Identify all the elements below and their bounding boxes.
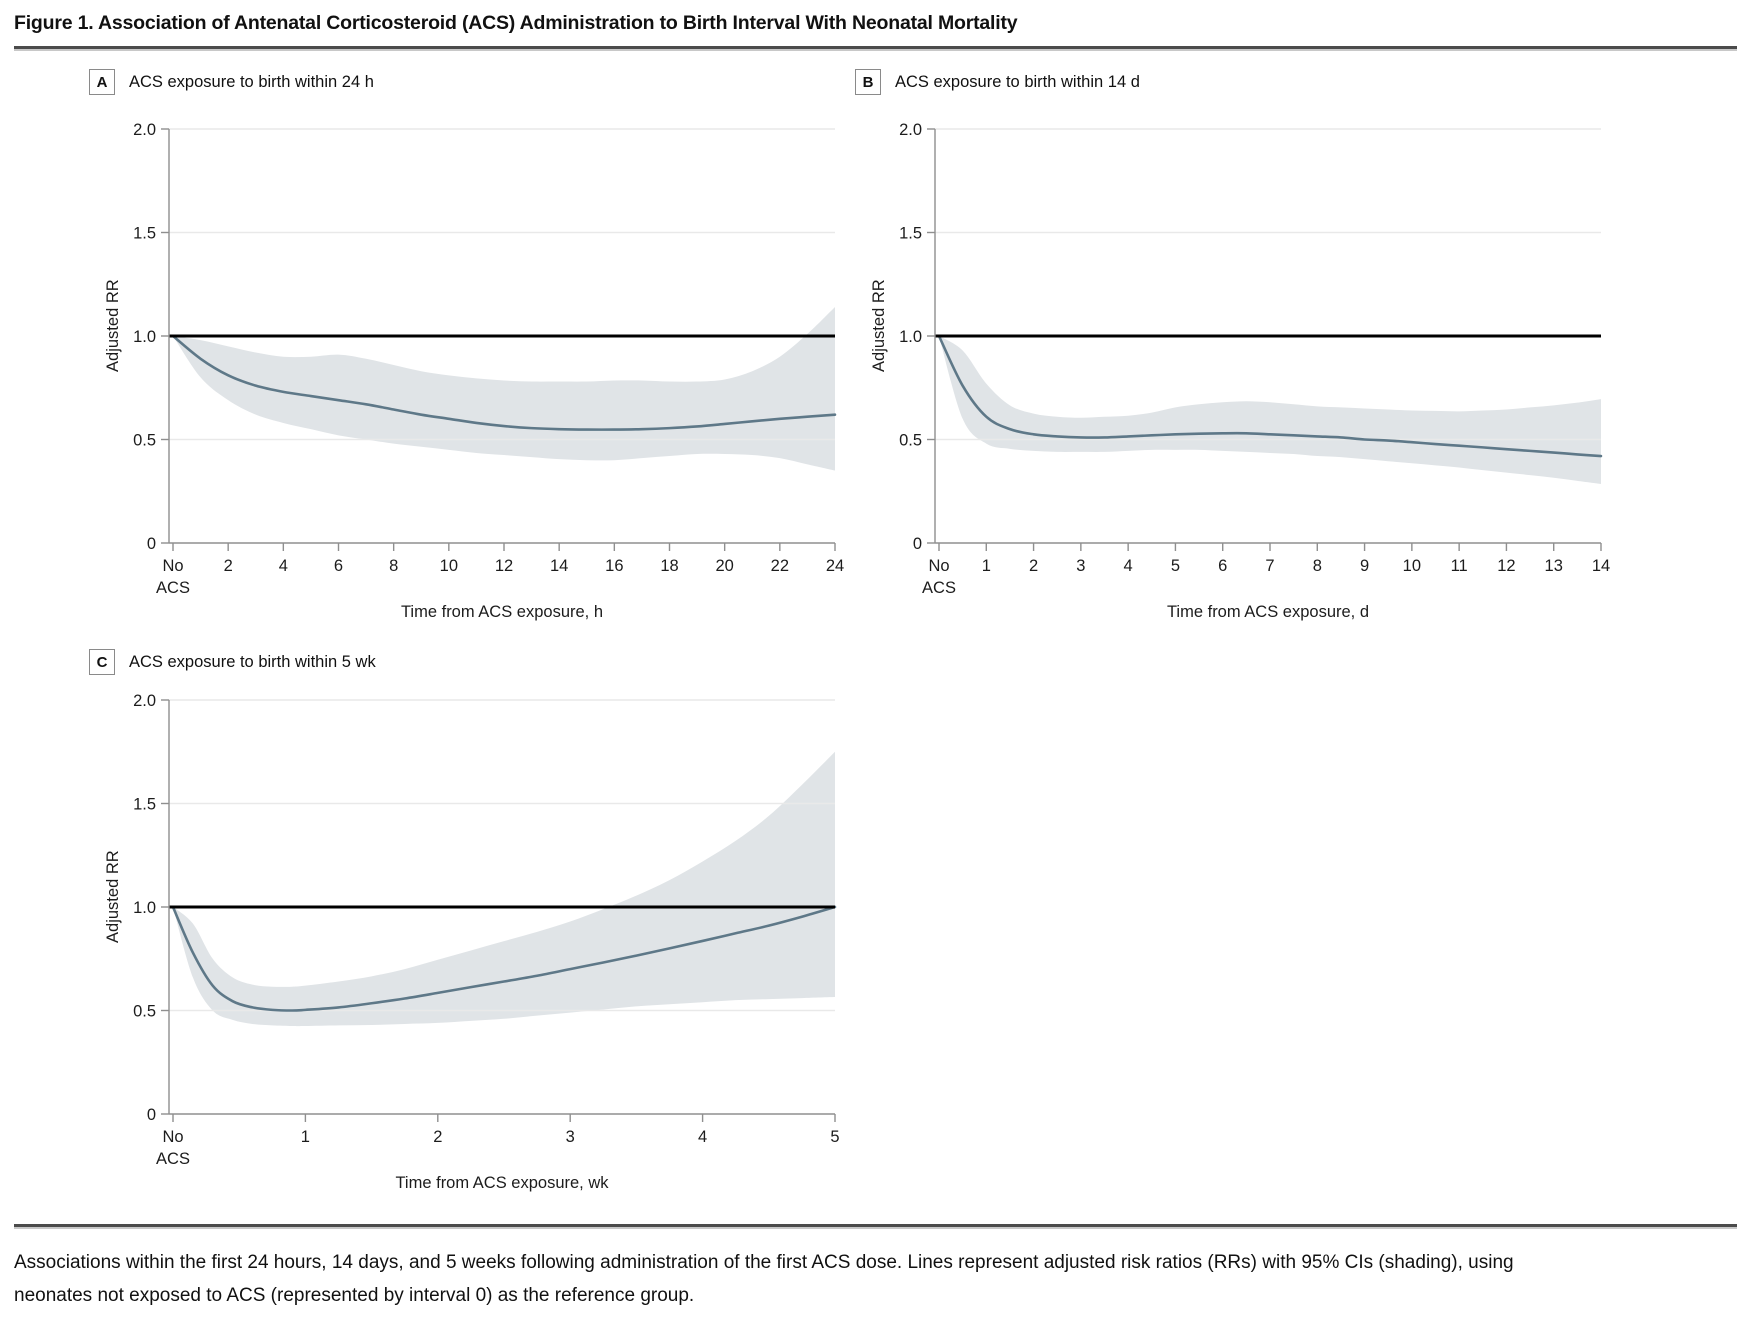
x-tick-label: 5 — [1171, 557, 1180, 575]
x-tick-label: 2 — [433, 1128, 442, 1146]
y-tick-label: 0.5 — [133, 431, 156, 449]
rr-curve — [171, 334, 837, 431]
x-tick-label: 11 — [1451, 557, 1468, 575]
y-tick-label: 0.5 — [899, 431, 922, 449]
x-tick-label-line2: ACS — [156, 1150, 190, 1168]
y-tick-label: 0 — [913, 535, 922, 553]
x-tick-label: 6 — [334, 557, 343, 575]
x-tick-label: 20 — [715, 557, 733, 575]
y-tick-label: 1.5 — [899, 224, 922, 242]
x-tick-label: 6 — [1218, 557, 1227, 575]
y-axis-title: Adjusted RR — [870, 279, 888, 372]
y-tick-label: 1.0 — [133, 899, 156, 917]
figure-caption: Associations within the first 24 hours, … — [14, 1252, 1514, 1307]
caption-divider — [14, 1224, 1737, 1227]
x-tick-label: 3 — [1076, 557, 1085, 575]
x-tick-label: 10 — [1403, 557, 1421, 575]
panel-a-letter-box: A — [89, 69, 115, 95]
ci-band — [173, 751, 835, 1027]
y-tick-label: 1.0 — [133, 328, 156, 346]
x-tick-label: 12 — [1497, 557, 1515, 575]
y-tick-label: 0 — [147, 1106, 156, 1124]
x-tick-label-line2: ACS — [922, 579, 956, 597]
y-tick-label: 0.5 — [133, 1002, 156, 1020]
panel-a: A ACS exposure to birth within 24 h 0 0.5… — [89, 68, 849, 621]
x-tick-label: 7 — [1265, 557, 1274, 575]
x-axis-title: Time from ACS exposure, h — [401, 603, 603, 621]
y-tick-label: 2.0 — [133, 121, 156, 139]
ci-band — [173, 307, 835, 471]
x-tick-label: 10 — [440, 557, 458, 575]
panel-b-letter-box: B — [855, 69, 881, 95]
x-tick-label: 4 — [1124, 557, 1133, 575]
panel-b-title: ACS exposure to birth within 14 d — [895, 72, 1140, 91]
x-tick-label: 3 — [566, 1128, 575, 1146]
panel-c: C ACS exposure to birth within 5 wk 0 0.5… — [89, 648, 849, 1192]
y-tick-label: 2.0 — [899, 121, 922, 139]
y-axis-title: Adjusted RR — [104, 279, 122, 372]
x-tick-label: 9 — [1360, 557, 1369, 575]
x-tick-label-line2: ACS — [156, 579, 190, 597]
rr-curve — [171, 905, 837, 1012]
x-tick-label: 8 — [1313, 557, 1322, 575]
x-tick-label: 4 — [698, 1128, 707, 1146]
panel-a-header: A ACS exposure to birth within 24 h — [89, 68, 849, 96]
y-tick-label: 1.5 — [133, 795, 156, 813]
y-tick-label: 0 — [147, 535, 156, 553]
x-tick-label: 13 — [1545, 557, 1563, 575]
x-tick-label: 12 — [495, 557, 513, 575]
y-tick-label: 1.0 — [899, 328, 922, 346]
panel-c-header: C ACS exposure to birth within 5 wk — [89, 648, 849, 676]
panel-b: B ACS exposure to birth within 14 d 0 0.5… — [855, 68, 1615, 621]
x-tick-label: 22 — [771, 557, 789, 575]
x-tick-label: 8 — [389, 557, 398, 575]
x-tick-label: No — [928, 557, 949, 575]
x-tick-label: 2 — [224, 557, 233, 575]
chart-c-canvas: 0 0.5 1.0 1.5 2.0 No ACS 1 2 3 4 5 Time from ACS exp… — [104, 692, 840, 1192]
panel-a-title: ACS exposure to birth within 24 h — [129, 72, 374, 91]
x-tick-label: 4 — [279, 557, 288, 575]
x-tick-label: 2 — [1029, 557, 1038, 575]
x-tick-label: 1 — [982, 557, 991, 575]
y-axis-title: Adjusted RR — [104, 850, 122, 943]
x-tick-label: 24 — [826, 557, 844, 575]
x-tick-label: No — [162, 557, 183, 575]
x-axis-title: Time from ACS exposure, wk — [395, 1174, 609, 1192]
rr-curve — [937, 334, 1603, 458]
ci-band — [939, 336, 1601, 485]
x-axis-title: Time from ACS exposure, d — [1167, 603, 1369, 621]
y-tick-label: 2.0 — [133, 692, 156, 710]
x-tick-label: 1 — [301, 1128, 310, 1146]
panel-c-title: ACS exposure to birth within 5 wk — [129, 652, 376, 671]
panel-c-letter-box: C — [89, 649, 115, 675]
x-tick-label: 5 — [830, 1128, 839, 1146]
x-tick-label: 18 — [660, 557, 678, 575]
title-divider — [14, 46, 1737, 49]
x-tick-label: 14 — [1592, 557, 1610, 575]
panel-b-header: B ACS exposure to birth within 14 d — [855, 68, 1615, 96]
y-tick-label: 1.5 — [133, 224, 156, 242]
x-tick-label: No — [162, 1128, 183, 1146]
x-tick-label: 14 — [550, 557, 568, 575]
x-tick-label: 16 — [605, 557, 623, 575]
figure-title: Figure 1. Association of Antenatal Corti… — [14, 12, 1018, 34]
